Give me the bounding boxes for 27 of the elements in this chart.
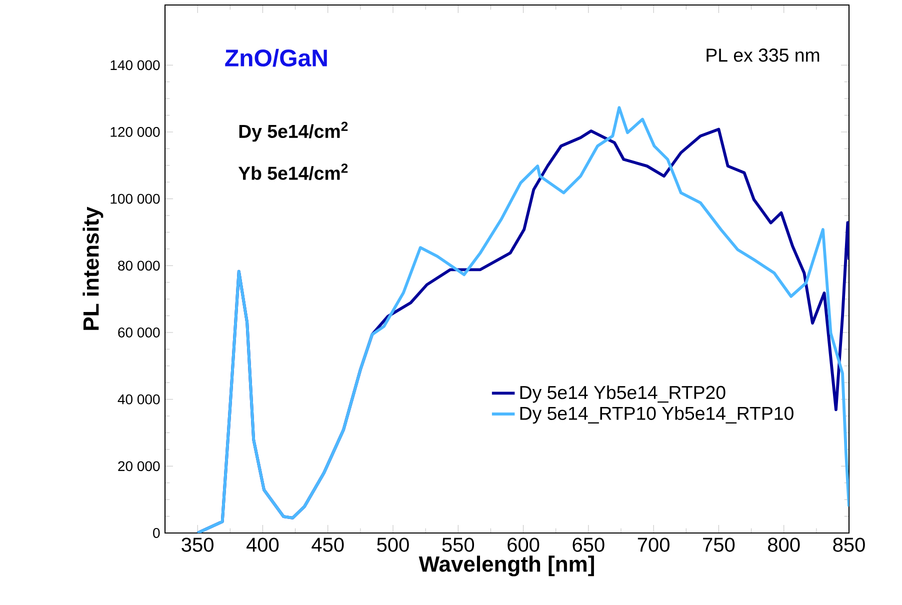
x-tick-label: 750 [703,538,735,552]
x-tick-label: 850 [833,538,865,552]
y-tick-label: 140 000 [110,60,160,70]
legend-label: Dy 5e14 Yb5e14_RTP20 [520,385,726,403]
text: ZnO/GaN [225,48,327,67]
x-tick-label: 600 [508,538,540,552]
y-tick-label: 0 [153,528,160,538]
x-tick-label: 700 [638,538,670,552]
legend-label: Dy 5e14_RTP10 Yb5e14_RTP10 [520,406,794,424]
x-tick-label: 500 [377,538,409,552]
annotation: Dy 5e14/cm$^{2}$ [239,122,348,142]
x-tick-label: 650 [572,538,604,552]
x-tick-label: 350 [182,538,214,552]
x-axis-title: Wavelength [nm] [418,556,594,576]
y-tick-label: 100 000 [110,194,160,204]
annotation: Yb 5e14/cm$^{2}$ [238,164,348,180]
y-tick-label: 60 000 [118,328,160,338]
annotation: PL ex 335 nm [706,48,820,62]
x-tick-label: 400 [246,538,279,552]
x-tick-label: 800 [768,538,800,552]
y-tick-label: 40 000 [118,394,160,404]
x-tick-label: 450 [312,538,344,552]
y-tick-label: 80 000 [118,260,160,271]
y-axis-title: PL intensity [82,206,104,330]
y-tick-label: 120 000 [110,127,160,137]
y-tick-label: 20 000 [118,461,160,472]
x-tick-label: 550 [442,538,474,552]
